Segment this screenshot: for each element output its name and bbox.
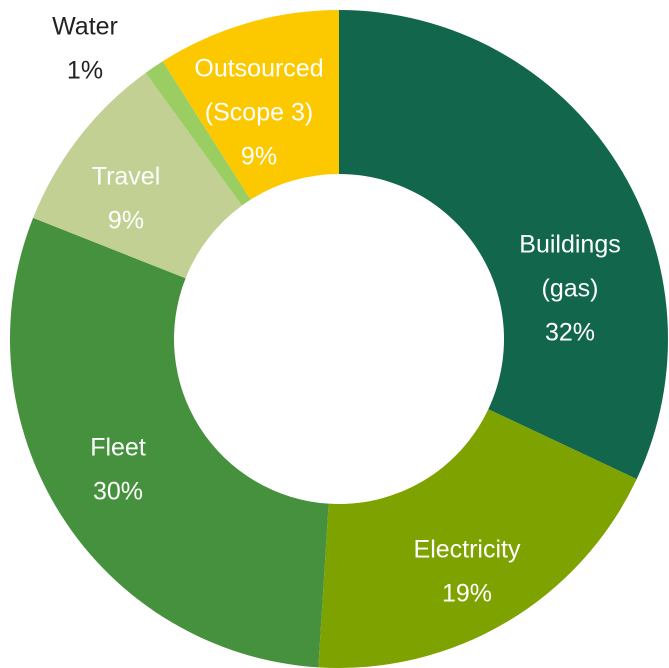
slice-value-electricity: 19% [442, 580, 492, 608]
slice-value-water: 1% [67, 57, 103, 85]
slice-electricity [318, 409, 637, 668]
slice-label-fleet: Fleet [90, 434, 146, 462]
slice-buildings [339, 10, 668, 480]
slice-label-water: Water [52, 13, 118, 41]
slice-outsourced [162, 10, 339, 200]
slice-label-outsourced: (Scope 3) [205, 99, 313, 127]
slice-fleet [9, 217, 329, 668]
slice-value-outsourced: 9% [241, 143, 277, 171]
donut-labels: Buildings (gas) 32% Electricity 19% Fleet 30% T… [52, 13, 621, 608]
slice-label-buildings: (gas) [542, 275, 599, 303]
donut-slices [9, 10, 668, 668]
slice-value-fleet: 30% [93, 478, 143, 506]
slice-label-electricity: Electricity [414, 536, 521, 564]
slice-label-outsourced: Outsourced [194, 55, 323, 83]
slice-value-travel: 9% [108, 207, 144, 235]
slice-label-travel: Travel [92, 163, 161, 191]
slice-travel [33, 72, 243, 279]
slice-label-buildings: Buildings [519, 231, 620, 259]
slice-value-buildings: 32% [545, 319, 595, 347]
slice-water [145, 61, 251, 206]
